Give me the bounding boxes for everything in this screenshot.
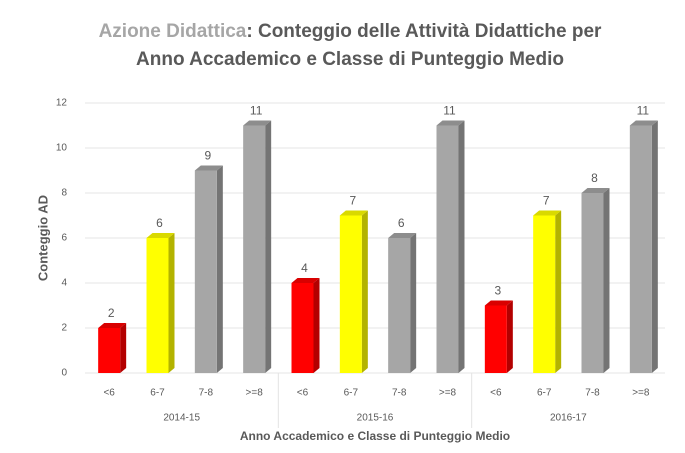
bar-side — [555, 210, 562, 373]
bar-top — [291, 278, 320, 283]
bar — [629, 125, 652, 373]
group-label: 2015-16 — [357, 413, 394, 424]
data-label: 9 — [204, 149, 211, 163]
bar-side — [458, 120, 465, 373]
bar — [146, 238, 169, 373]
x-tick-label: 7-8 — [392, 388, 407, 399]
bar-top — [484, 300, 513, 306]
x-tick-label: >=8 — [439, 388, 457, 399]
y-tick-label: 10 — [56, 143, 68, 154]
data-label: 6 — [156, 216, 163, 230]
x-tick-label: 6-7 — [150, 388, 165, 399]
y-tick-label: 2 — [61, 323, 67, 334]
bar-top — [629, 120, 658, 126]
x-axis-label: Anno Accademico e Classe di Punteggio Me… — [240, 429, 510, 443]
bar-top — [388, 233, 417, 238]
y-tick-label: 4 — [61, 278, 67, 289]
bar — [243, 125, 266, 373]
y-tick-label: 8 — [61, 188, 67, 199]
x-tick-label: >=8 — [632, 388, 650, 399]
data-label: 11 — [250, 104, 263, 118]
x-tick-label: 6-7 — [344, 388, 359, 399]
data-label: 11 — [637, 104, 650, 118]
bar-side — [651, 120, 658, 373]
bar-side — [361, 210, 368, 373]
bar — [581, 193, 604, 373]
bar-side — [265, 120, 272, 373]
y-axis-label: Conteggio AD — [35, 195, 50, 281]
bar-top — [146, 233, 175, 238]
title-highlight: Azione Didattica — [98, 21, 247, 42]
bar — [98, 328, 121, 373]
bar-side — [216, 165, 223, 373]
data-label: 11 — [443, 104, 456, 118]
group-label: 2014-15 — [163, 413, 200, 424]
data-label: 8 — [591, 171, 598, 185]
bar-top — [436, 120, 465, 126]
y-tick-label: 6 — [61, 233, 67, 244]
x-tick-label: <6 — [103, 388, 115, 399]
bar-side — [168, 233, 175, 373]
data-label: 3 — [494, 284, 501, 298]
data-label: 7 — [349, 194, 356, 208]
bar-top — [98, 323, 127, 328]
bar-top — [194, 165, 223, 171]
bar-top — [339, 210, 368, 216]
data-label: 6 — [398, 216, 405, 230]
data-label: 2 — [108, 306, 115, 320]
x-tick-label: <6 — [490, 388, 502, 399]
bar-side — [313, 278, 320, 373]
x-tick-label: 7-8 — [199, 388, 214, 399]
data-label: 7 — [543, 194, 550, 208]
title-text: : Conteggio delle Attività Didattiche pe… — [136, 21, 602, 70]
bar — [436, 125, 459, 373]
chart-title: Azione Didattica: Conteggio delle Attivi… — [80, 18, 620, 74]
data-label: 4 — [301, 261, 308, 275]
bar — [388, 238, 411, 373]
bar-side — [506, 300, 513, 373]
x-tick-label: 7-8 — [585, 388, 600, 399]
bar — [194, 170, 217, 373]
y-tick-label: 12 — [56, 98, 68, 109]
y-tick-label: 0 — [61, 368, 67, 379]
bar — [339, 215, 362, 373]
bar-top — [243, 120, 272, 126]
bar — [291, 283, 314, 373]
bar-top — [581, 188, 610, 193]
x-tick-label: <6 — [297, 388, 309, 399]
x-tick-label: >=8 — [246, 388, 264, 399]
group-label: 2016-17 — [550, 413, 587, 424]
bar-side — [120, 323, 127, 373]
bar-side — [410, 233, 417, 373]
x-tick-label: 6-7 — [537, 388, 552, 399]
bar — [484, 305, 507, 373]
bar-side — [603, 188, 610, 373]
bar-top — [533, 210, 562, 216]
bar — [533, 215, 556, 373]
